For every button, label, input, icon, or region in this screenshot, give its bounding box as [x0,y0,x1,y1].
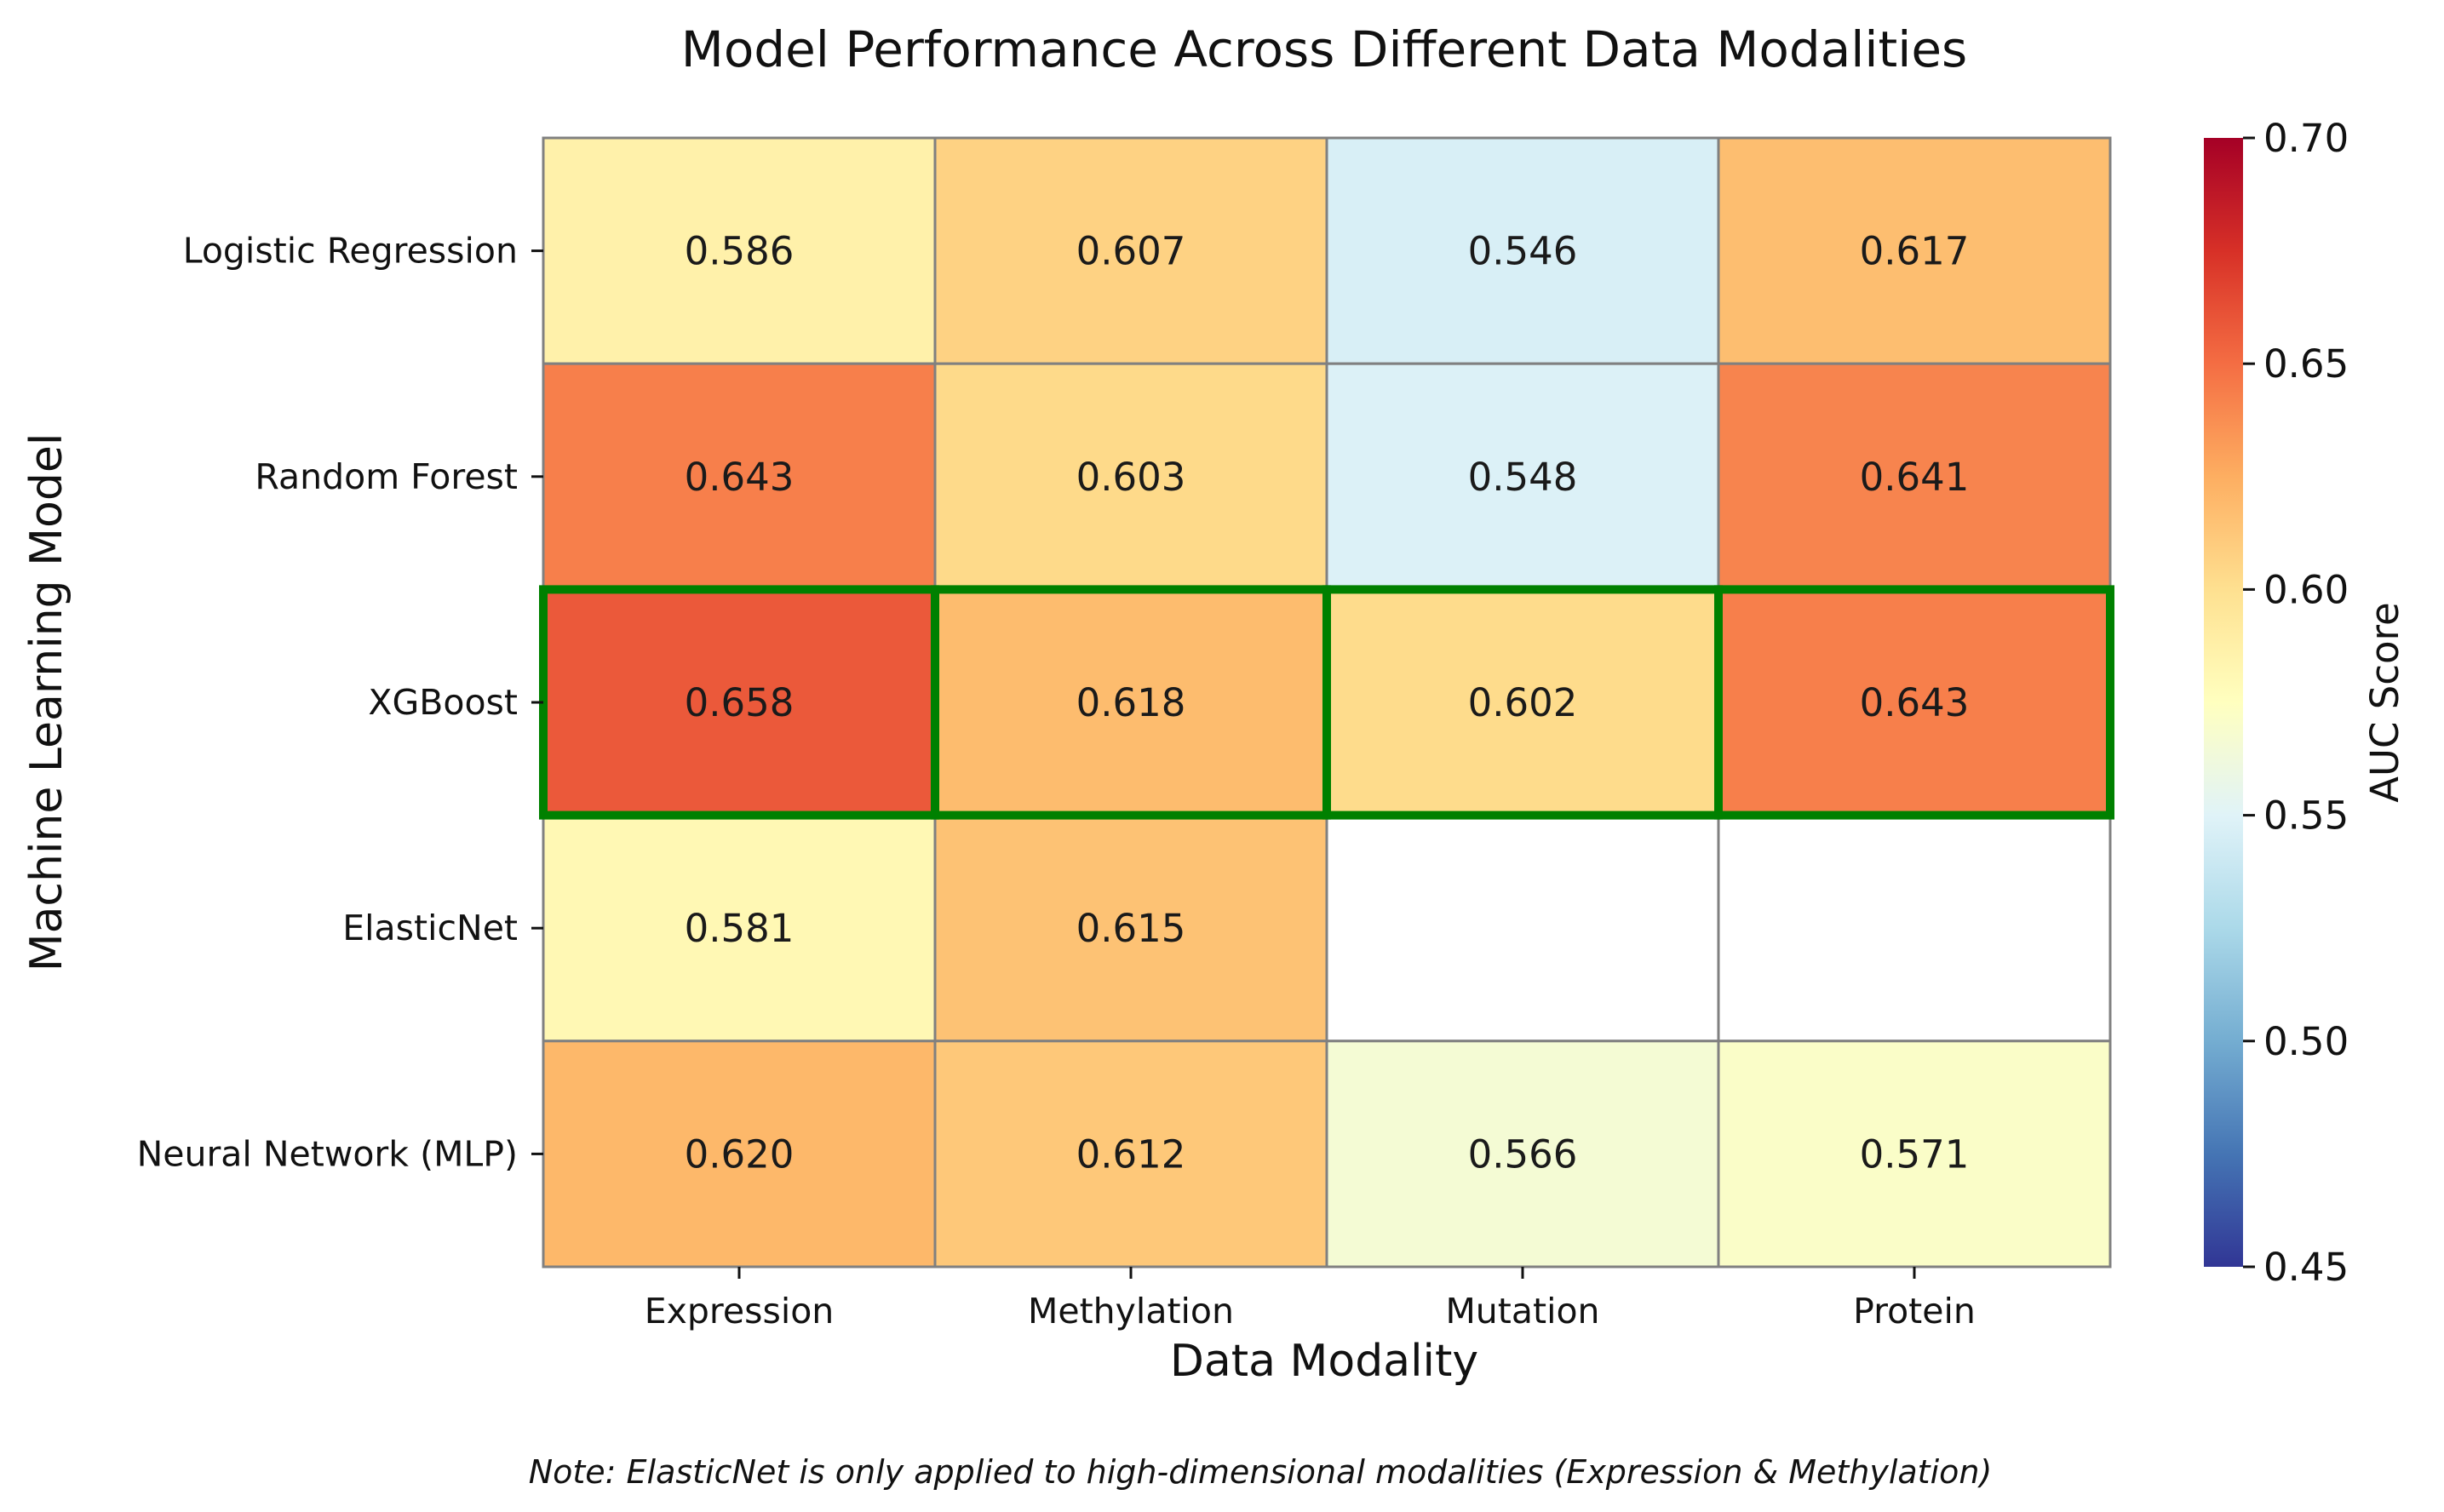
chart-title: Model Performance Across Different Data … [681,20,1967,78]
heatmap-cells: 0.586 0.607 0.546 0.617 0.643 0.603 0.548 0.641… [542,136,2112,1269]
y-axis-label: Machine Learning Model [21,433,72,972]
cell-value-label: 0.548 [1468,455,1578,500]
y-tick-label: Random Forest [255,456,518,497]
colorbar-tick-label: 0.50 [2263,1019,2349,1064]
colorbar-tick-label: 0.70 [2263,116,2349,161]
colorbar-tick-label: 0.55 [2263,793,2349,839]
cell-value-label: 0.586 [685,229,795,274]
heatmap-cell [933,136,1328,365]
colorbar-tick-label: 0.60 [2263,567,2349,612]
heatmap-cell [1717,814,2112,1043]
highlight-cell-outline [1714,585,2114,820]
cell-value-label: 0.643 [685,455,795,500]
cell-value-label: 0.581 [685,906,795,951]
heatmap-cell [1717,362,2112,591]
colorbar-gradient [2204,138,2243,1267]
cell-value-label: 0.602 [1468,680,1578,725]
x-tick-label: Expression [645,1291,835,1332]
cell-value-label: 0.603 [1076,455,1186,500]
heatmap-cell [542,1040,937,1269]
heatmap-cell [1325,814,1720,1043]
x-tick-label: Mutation [1445,1291,1599,1332]
cell-value-label: 0.566 [1468,1131,1578,1177]
colorbar-tick-label: 0.45 [2263,1245,2349,1290]
heatmap-cell [542,814,937,1043]
heatmap-cell [1325,136,1720,365]
cell-value-label: 0.617 [1860,229,1970,274]
x-axis-label: Data Modality [1170,1336,1478,1387]
y-tick-label: Neural Network (MLP) [137,1133,518,1174]
y-tick-label: ElasticNet [342,908,518,948]
cell-value-label: 0.571 [1860,1131,1970,1177]
heatmap-cell [1717,1040,2112,1269]
cell-value-label: 0.546 [1468,229,1578,274]
heatmap-cell [1717,587,2112,817]
cell-value-label: 0.607 [1076,229,1186,274]
heatmap-cell [933,1040,1328,1269]
heatmap-cell [542,362,937,591]
heatmap-cell [1325,362,1720,591]
cell-value-label: 0.658 [685,680,795,725]
chart-note: Note: ElasticNet is only applied to high… [529,1453,1993,1491]
colorbar-tick-label: 0.65 [2263,341,2349,387]
heatmap-cell [1325,1040,1720,1269]
axis-ticks: Expression Methylation Mutation Protein Logi… [137,231,1976,1332]
heatmap-cell [542,136,937,365]
cell-value-label: 0.643 [1860,680,1970,725]
cell-value-label: 0.620 [685,1131,795,1177]
cell-value-label: 0.618 [1076,680,1186,725]
y-tick-label: XGBoost [368,682,518,723]
y-tick-label: Logistic Regression [183,231,518,272]
heatmap-cell [933,814,1328,1043]
colorbar-label: AUC Score [2362,602,2407,802]
cell-value-label: 0.612 [1076,1131,1186,1177]
colorbar: 0.45 0.50 0.55 0.60 0.65 0.70 [2204,116,2349,1290]
x-tick-label: Protein [1853,1291,1976,1332]
cell-value-label: 0.615 [1076,906,1186,951]
heatmap-cell [542,587,937,817]
heatmap-cell [933,362,1328,591]
cell-value-label: 0.641 [1860,455,1970,500]
x-tick-label: Methylation [1028,1291,1234,1332]
